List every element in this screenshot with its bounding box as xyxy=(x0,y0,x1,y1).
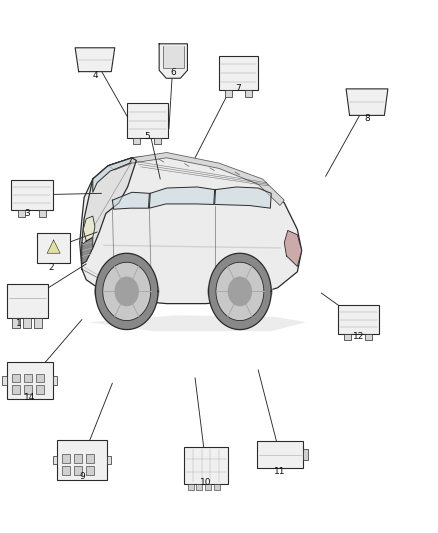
Polygon shape xyxy=(93,158,132,192)
Bar xyxy=(39,211,46,216)
Polygon shape xyxy=(75,48,115,71)
Bar xyxy=(23,318,31,328)
Polygon shape xyxy=(94,272,159,311)
Polygon shape xyxy=(103,262,151,320)
Polygon shape xyxy=(115,277,139,306)
Bar xyxy=(12,318,20,328)
Bar xyxy=(257,441,303,468)
Polygon shape xyxy=(346,89,388,115)
Bar xyxy=(53,376,57,385)
Polygon shape xyxy=(47,240,60,253)
Bar xyxy=(24,385,32,394)
Bar xyxy=(344,334,351,341)
Bar xyxy=(127,103,168,138)
Bar xyxy=(214,484,220,490)
Bar xyxy=(62,466,70,474)
Bar xyxy=(3,376,7,385)
Text: 14: 14 xyxy=(24,393,35,402)
Text: 5: 5 xyxy=(144,132,150,141)
Polygon shape xyxy=(228,277,252,306)
Bar xyxy=(12,374,20,382)
Bar xyxy=(86,466,94,474)
Bar xyxy=(245,90,252,96)
Text: 4: 4 xyxy=(92,71,98,80)
Bar xyxy=(62,455,70,463)
Bar xyxy=(107,456,111,464)
Polygon shape xyxy=(83,216,95,241)
Bar xyxy=(7,362,53,399)
Polygon shape xyxy=(159,44,187,78)
Bar xyxy=(57,440,107,480)
Polygon shape xyxy=(208,253,271,329)
Bar xyxy=(338,305,379,334)
Polygon shape xyxy=(284,230,302,266)
Bar xyxy=(154,138,161,144)
Bar xyxy=(34,318,42,328)
Bar xyxy=(37,233,70,263)
Polygon shape xyxy=(215,187,271,208)
Bar xyxy=(24,374,32,382)
Text: 8: 8 xyxy=(364,114,370,123)
Polygon shape xyxy=(82,237,93,264)
Text: 7: 7 xyxy=(236,84,241,93)
Polygon shape xyxy=(88,316,306,331)
Bar xyxy=(184,447,228,484)
Polygon shape xyxy=(216,262,264,320)
Bar xyxy=(12,385,20,394)
Bar xyxy=(18,211,25,216)
Polygon shape xyxy=(95,253,158,329)
Bar xyxy=(86,455,94,463)
Bar xyxy=(205,484,211,490)
Text: 10: 10 xyxy=(200,478,212,487)
Bar xyxy=(36,374,44,382)
Bar xyxy=(74,466,82,474)
Text: 3: 3 xyxy=(25,209,30,218)
Bar xyxy=(53,456,57,464)
Text: 12: 12 xyxy=(353,332,364,341)
Text: 9: 9 xyxy=(79,472,85,481)
Text: 11: 11 xyxy=(274,467,286,476)
Polygon shape xyxy=(149,187,215,208)
Bar xyxy=(74,455,82,463)
Polygon shape xyxy=(162,46,184,68)
Text: 1: 1 xyxy=(16,319,21,328)
Bar xyxy=(36,385,44,394)
Bar xyxy=(11,180,53,211)
Bar xyxy=(365,334,372,341)
Bar xyxy=(303,449,308,460)
Text: 2: 2 xyxy=(49,263,54,272)
Bar xyxy=(7,284,48,318)
Polygon shape xyxy=(82,158,136,264)
Bar xyxy=(133,138,140,144)
Bar xyxy=(225,90,232,96)
Bar xyxy=(219,56,258,90)
Polygon shape xyxy=(80,155,302,304)
Polygon shape xyxy=(113,192,149,209)
Text: 6: 6 xyxy=(170,68,176,77)
Polygon shape xyxy=(207,272,273,311)
Bar xyxy=(187,484,194,490)
Bar xyxy=(196,484,202,490)
Polygon shape xyxy=(108,152,284,206)
